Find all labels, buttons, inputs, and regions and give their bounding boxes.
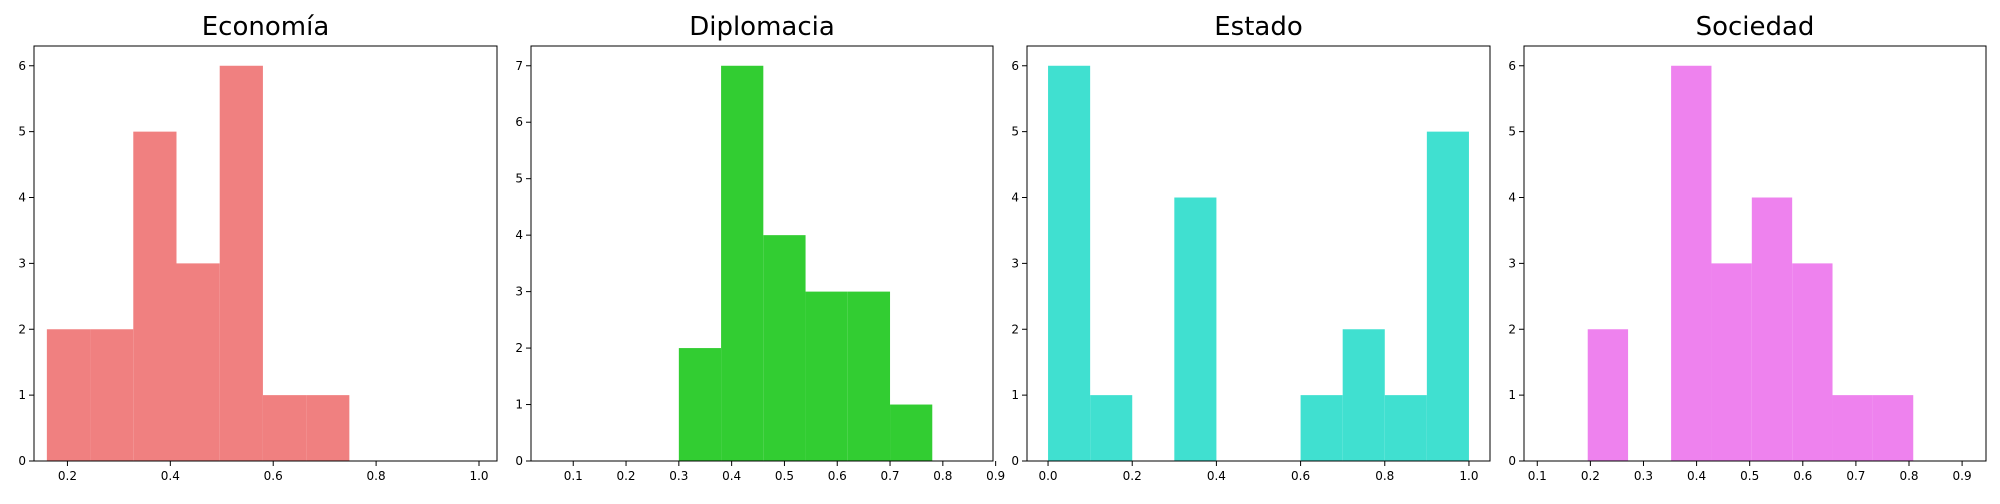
y-tick-label: 0 <box>1508 454 1516 468</box>
x-tick-label: 0.7 <box>1846 469 1865 483</box>
histogram-bar <box>678 348 722 461</box>
y-tick-label: 3 <box>1508 256 1516 270</box>
subplot-title: Economía <box>202 12 330 42</box>
y-tick-label: 5 <box>1011 125 1019 139</box>
histogram-bar <box>46 329 91 461</box>
x-tick-label: 0.4 <box>1207 469 1226 483</box>
histogram-bar <box>1711 263 1752 461</box>
subplot-2: 0.1 0.2 0.3 0.4 0.5 0.6 0.7 0.8 0.9 0 1 2 3 4 5 6 7 Diplo… <box>515 12 1005 483</box>
x-tick-label: 0.2 <box>58 469 77 483</box>
y-tick-label: 3 <box>515 285 523 299</box>
histogram-bar <box>306 395 350 461</box>
y-tick-label: 1 <box>1011 388 1019 402</box>
y-tick-label: 2 <box>1011 322 1019 336</box>
x-tick-label: 0.3 <box>1634 469 1653 483</box>
y-tick-label: 0 <box>1011 454 1019 468</box>
histogram-bar <box>133 131 177 461</box>
histogram-bar <box>1300 395 1343 461</box>
histogram-bar <box>1174 197 1217 461</box>
subplot-title: Estado <box>1214 12 1303 42</box>
axes-frame <box>33 45 498 462</box>
x-tick-label: 0.6 <box>1793 469 1812 483</box>
y-tick-label: 1 <box>1508 388 1516 402</box>
x-tick-label: 0.2 <box>1581 469 1600 483</box>
histogram-bar <box>763 235 806 461</box>
y-tick-label: 6 <box>18 59 26 73</box>
histogram-bar <box>1426 131 1469 461</box>
x-tick-label: 0.8 <box>933 469 952 483</box>
subplot-4: 0.1 0.2 0.3 0.4 0.5 0.6 0.7 0.8 0.9 0 1 2 3 4 5 6 Socied… <box>1508 12 1987 483</box>
histogram-bar <box>219 65 263 461</box>
x-tick-label: 0.6 <box>264 469 283 483</box>
histogram-bar <box>805 291 848 461</box>
x-tick-label: 0.2 <box>616 469 635 483</box>
histogram-bar <box>890 404 933 461</box>
subplot-title: Diplomacia <box>689 12 835 42</box>
histogram-bar <box>1048 65 1091 461</box>
x-tick-label: 0.1 <box>1528 469 1547 483</box>
x-tick-label: 0.9 <box>1953 469 1972 483</box>
histogram-bar <box>1090 395 1133 461</box>
x-tick-label: 0.6 <box>1291 469 1310 483</box>
y-tick-label: 3 <box>18 256 26 270</box>
y-tick-label: 3 <box>1011 256 1019 270</box>
y-tick-label: 2 <box>515 341 523 355</box>
y-tick-label: 0 <box>18 454 26 468</box>
axes-frame <box>1523 45 1987 462</box>
y-tick-label: 6 <box>1508 59 1516 73</box>
subplot-1: 0.2 0.4 0.6 0.8 1.0 0 1 2 3 4 5 6 Economía <box>18 12 498 483</box>
histogram-bar <box>1342 329 1385 461</box>
x-tick-label: 0.2 <box>1123 469 1142 483</box>
histogram-bar <box>90 329 134 461</box>
x-tick-label: 0.4 <box>722 469 741 483</box>
histogram-bar <box>721 65 764 461</box>
histogram-bar <box>1872 395 1914 461</box>
histogram-bar <box>1384 395 1427 461</box>
x-tick-label: 0.4 <box>1687 469 1706 483</box>
x-tick-label: 0.8 <box>1375 469 1394 483</box>
y-tick-label: 1 <box>18 388 26 402</box>
x-tick-label: 0.4 <box>161 469 180 483</box>
x-tick-label: 1.0 <box>469 469 488 483</box>
x-tick-label: 0.5 <box>1740 469 1759 483</box>
histogram-bar <box>176 263 220 461</box>
axes-frame <box>1026 45 1491 462</box>
histogram-bar <box>1587 329 1629 461</box>
y-tick-label: 6 <box>1011 59 1019 73</box>
histogram-bar <box>1832 395 1873 461</box>
y-tick-label: 6 <box>515 115 523 129</box>
x-tick-label: 0.1 <box>564 469 583 483</box>
y-tick-label: 4 <box>515 228 523 242</box>
x-tick-label: 0.0 <box>1038 469 1057 483</box>
subplot-3: 0.0 0.2 0.4 0.6 0.8 1.0 0 1 2 3 4 5 6 Estado <box>1011 12 1491 483</box>
y-tick-label: 1 <box>515 398 523 412</box>
y-tick-label: 4 <box>18 191 26 205</box>
subplot-title: Sociedad <box>1696 12 1815 42</box>
histogram-bar <box>847 291 891 461</box>
x-tick-label: 0.3 <box>669 469 688 483</box>
y-tick-label: 5 <box>515 172 523 186</box>
axes-frame <box>530 45 994 462</box>
x-tick-label: 1.0 <box>1459 469 1478 483</box>
y-tick-label: 2 <box>18 322 26 336</box>
histogram-bar <box>1671 65 1712 461</box>
x-tick-label: 0.8 <box>1899 469 1918 483</box>
y-tick-label: 5 <box>18 125 26 139</box>
x-tick-label: 0.5 <box>775 469 794 483</box>
y-tick-label: 2 <box>1508 322 1516 336</box>
x-tick-label: 0.8 <box>367 469 386 483</box>
y-tick-label: 4 <box>1508 191 1516 205</box>
y-tick-label: 4 <box>1011 191 1019 205</box>
histogram-bar <box>262 395 307 461</box>
histogram-bar <box>1792 263 1833 461</box>
x-tick-label: 0.9 <box>986 469 1005 483</box>
y-tick-label: 5 <box>1508 125 1516 139</box>
y-tick-label: 7 <box>515 59 523 73</box>
x-tick-label: 0.6 <box>828 469 847 483</box>
x-tick-label: 0.7 <box>880 469 899 483</box>
y-tick-label: 0 <box>515 454 523 468</box>
histogram-bar <box>1751 197 1793 461</box>
